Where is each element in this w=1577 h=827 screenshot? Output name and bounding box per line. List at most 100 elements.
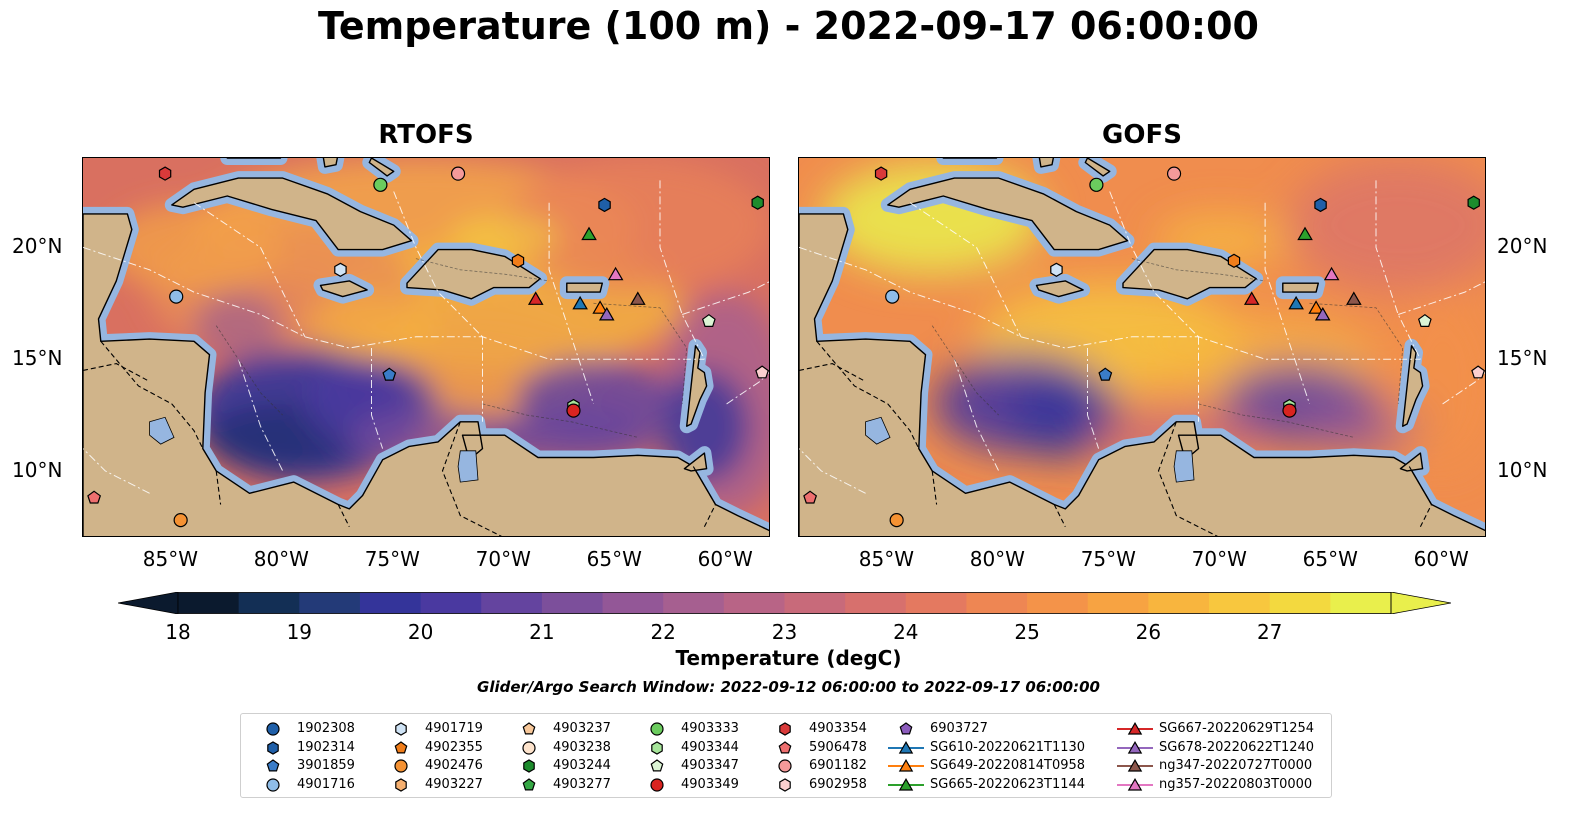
colorbar-segment-18 <box>1269 592 1331 614</box>
legend-marker-3901859 <box>266 759 280 772</box>
float-marker-8 <box>169 289 184 304</box>
legend-label: SG667-20220629T1254 <box>1159 721 1315 736</box>
lat-tick-label-left-0: 20°N <box>12 234 63 259</box>
float-marker-12 <box>1314 306 1331 321</box>
legend-label: ng347-20220727T0000 <box>1159 758 1313 773</box>
colorbar-segment-5 <box>481 592 543 614</box>
float-marker-0 <box>158 166 172 181</box>
legend-marker-SG678-20220622T1240 <box>1127 740 1143 754</box>
lat-tick-label-right-2: 10°N <box>1497 457 1548 482</box>
legend-marker-ng357-20220803T0000 <box>1127 777 1143 791</box>
land-cuba <box>887 177 1129 251</box>
colorbar-tick-27: 27 <box>1256 620 1283 644</box>
float-marker-11 <box>1308 300 1324 314</box>
legend-label: 4903354 <box>809 721 867 736</box>
lon-tick-label-1-5: 60°W <box>1413 547 1469 571</box>
float-marker-17 <box>382 367 397 381</box>
panel-title-rtofs: RTOFS <box>378 120 474 150</box>
legend-marker-SG667-20220629T1254 <box>1127 721 1143 735</box>
legend-label: 6901182 <box>809 758 867 773</box>
legend-marker-4901719 <box>395 722 407 736</box>
legend-marker-4903244 <box>523 759 535 773</box>
country-borders <box>799 340 1433 536</box>
map-panel-gofs <box>798 157 1486 537</box>
lake-maracaibo <box>1173 450 1195 483</box>
float-marker-13 <box>607 266 624 281</box>
country-borders <box>83 340 717 536</box>
float-marker-16 <box>1471 365 1485 379</box>
legend-marker-ng347-20220727T0000 <box>1127 758 1143 772</box>
lon-tick-label-0-4: 65°W <box>586 547 642 571</box>
land-bahamas2 <box>368 158 395 177</box>
land-yucatan <box>799 213 1485 536</box>
float-marker-21 <box>173 513 188 528</box>
colorbar-tick-25: 25 <box>1014 620 1040 644</box>
legend-marker-SG649-20220814T0958 <box>898 758 914 772</box>
legend-marker-4903349 <box>650 777 664 792</box>
float-marker-20 <box>87 490 102 504</box>
legend-marker-1902314 <box>267 740 279 755</box>
float-marker-5 <box>581 226 597 241</box>
legend-label: 5906478 <box>809 739 867 755</box>
float-marker-3 <box>598 197 611 213</box>
colorbar <box>117 591 1452 615</box>
float-marker-21 <box>889 513 904 528</box>
legend-marker-SG610-20220621T1130 <box>898 740 914 754</box>
legend-label: 4902355 <box>425 739 483 755</box>
float-marker-15 <box>701 313 716 327</box>
map-panel-rtofs <box>82 157 770 537</box>
lon-tick-label-0-1: 80°W <box>253 547 309 571</box>
land-trinidad <box>683 452 708 472</box>
float-marker-2 <box>450 166 466 181</box>
legend-marker-4903237 <box>522 722 536 735</box>
search-window-text: Glider/Argo Search Window: 2022-09-12 06… <box>477 678 1100 696</box>
float-marker-13 <box>1323 266 1340 281</box>
colorbar-segment-0 <box>178 592 240 614</box>
colorbar-segment-15 <box>1087 592 1149 614</box>
land-cuba <box>171 177 413 251</box>
legend-label: 6903727 <box>930 721 988 736</box>
land-puertorico <box>566 282 603 293</box>
lon-tick-label-1-1: 80°W <box>969 547 1025 571</box>
colorbar-segment-1 <box>238 592 300 614</box>
observation-markers <box>803 166 1485 528</box>
float-marker-4 <box>1467 195 1480 210</box>
colorbar-segment-11 <box>845 592 907 614</box>
colorbar-segment-2 <box>299 592 361 614</box>
float-marker-4 <box>751 195 764 210</box>
legend-label: 4901719 <box>425 721 483 736</box>
land <box>83 158 769 536</box>
land-yucatan <box>83 213 769 536</box>
float-marker-3 <box>1314 197 1327 213</box>
legend-marker-4903344 <box>651 740 663 755</box>
bathymetry-contours <box>931 258 1404 438</box>
land-hispaniola <box>406 248 541 300</box>
colorbar-tick-18: 18 <box>165 620 191 644</box>
legend-marker-5906478 <box>778 740 792 753</box>
legend-label: 4903227 <box>425 776 483 792</box>
lon-tick-label-0-0: 85°W <box>142 547 198 571</box>
float-marker-14 <box>1346 291 1362 305</box>
float-marker-5 <box>1297 226 1313 241</box>
legend-label: 4903344 <box>681 739 739 755</box>
legend-marker-6902958 <box>779 777 791 792</box>
observation-markers <box>87 166 769 528</box>
colorbar-label: Temperature (degC) <box>675 646 902 670</box>
land-jamaica <box>1035 280 1084 298</box>
lon-tick-label-1-2: 75°W <box>1080 547 1136 571</box>
colorbar-segment-17 <box>1209 592 1271 614</box>
lat-tick-label-right-0: 20°N <box>1497 234 1548 259</box>
land-trinidad <box>1399 452 1424 472</box>
legend-label: SG610-20220621T1130 <box>930 739 1086 755</box>
colorbar-segment-8 <box>663 592 725 614</box>
legend-label: 1902308 <box>297 721 355 736</box>
lon-tick-label-1-0: 85°W <box>858 547 914 571</box>
float-marker-16 <box>755 365 769 379</box>
legend-marker-4902476 <box>394 759 408 773</box>
float-marker-14 <box>630 291 646 305</box>
legend-label: ng357-20220803T0000 <box>1159 776 1313 792</box>
legend-label: 4903333 <box>681 721 739 736</box>
colorbar-segment-13 <box>966 592 1028 614</box>
colorbar-segment-19 <box>1330 592 1392 614</box>
land-jamaica <box>319 280 368 298</box>
